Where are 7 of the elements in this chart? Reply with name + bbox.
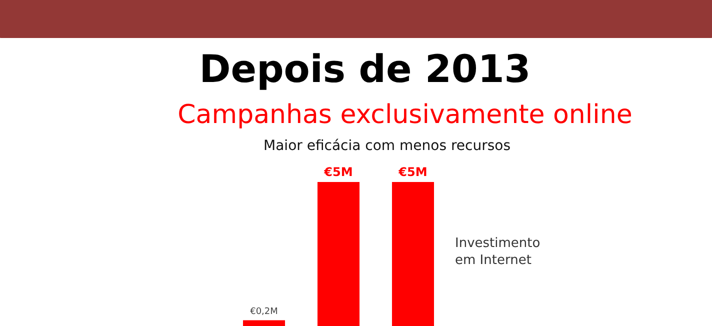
text: Maior eficácia com menos recursos — [264, 138, 510, 154]
chart-subtitle: Campanhas exclusivamente online — [178, 100, 632, 130]
data-label: €5M — [398, 165, 428, 179]
chart-title: Depois de 2013 — [199, 47, 531, 91]
data-label: €0,2M — [250, 307, 278, 318]
data-label: €5M — [323, 165, 353, 179]
series-label: Investimento em Internet — [455, 236, 540, 268]
